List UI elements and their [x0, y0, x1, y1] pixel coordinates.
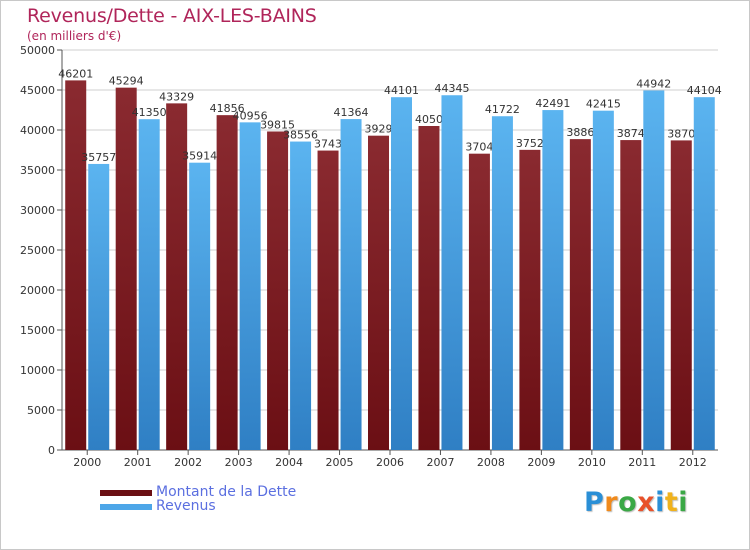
bar-revenue: [592, 110, 614, 451]
data-label-revenue: 41722: [485, 103, 520, 116]
bar-revenue: [491, 116, 513, 450]
data-label-debt: 3743: [314, 138, 342, 151]
data-label-revenue: 44104: [687, 84, 722, 97]
x-tick-label: 2012: [679, 456, 707, 469]
y-tick-label: 0: [48, 444, 55, 457]
y-tick-label: 5000: [27, 404, 55, 417]
bar-revenue: [189, 162, 211, 451]
bar-debt: [569, 139, 591, 450]
bar-chart: 0 5000 10000 15000 20000 25000 30000 35000 40000…: [20, 44, 722, 469]
data-label-revenue: 44942: [636, 77, 671, 90]
data-label-debt: 3704: [465, 141, 493, 154]
data-label-revenue: 44345: [434, 82, 469, 95]
legend-swatch-debt: [100, 490, 152, 496]
y-tick-label: 15000: [20, 324, 55, 337]
bar-revenue: [88, 163, 110, 450]
y-tick-label: 45000: [20, 84, 55, 97]
x-tick-label: 2008: [477, 456, 505, 469]
bar-debt: [166, 103, 188, 451]
x-tick-label: 2009: [527, 456, 555, 469]
bar-debt: [216, 115, 238, 450]
bar-debt: [519, 149, 541, 450]
bar-revenue: [340, 119, 362, 450]
data-label-debt: 3929: [365, 123, 393, 136]
data-label-revenue: 40956: [233, 109, 268, 122]
x-tick-label: 2005: [326, 456, 354, 469]
brand-letter: P: [584, 487, 605, 518]
x-tick-label: 2006: [376, 456, 404, 469]
brand-letter: t: [664, 487, 679, 518]
y-tick-label: 25000: [20, 244, 55, 257]
y-tick-label: 40000: [20, 124, 55, 137]
bar-revenue: [290, 141, 312, 450]
x-tick-label: 2010: [578, 456, 606, 469]
bar-revenue: [643, 90, 665, 451]
bar-revenue: [441, 95, 463, 451]
brand-logo: Proxiti: [584, 487, 688, 518]
chart-title: Revenus/Dette - AIX-LES-BAINS: [27, 5, 317, 27]
brand-letter: x: [637, 487, 656, 518]
y-tick-label: 10000: [20, 364, 55, 377]
bar-debt: [368, 135, 389, 450]
chart-subtitle: (en milliers d'€): [27, 29, 122, 43]
brand-letter: r: [604, 487, 619, 518]
x-tick-label: 2007: [426, 456, 454, 469]
data-label-revenue: 44101: [384, 84, 419, 97]
bar-debt: [620, 140, 642, 450]
data-label-debt: 3752: [516, 137, 544, 150]
bar-debt: [115, 87, 137, 450]
brand-letter: i: [678, 487, 689, 518]
brand-letter: i: [655, 487, 665, 518]
data-label-debt: 43329: [159, 90, 194, 103]
bar-revenue: [542, 110, 564, 451]
data-label-debt: 3886: [566, 126, 594, 139]
bar-revenue: [138, 119, 160, 450]
data-label-revenue: 42491: [535, 97, 570, 110]
x-tick-label: 2011: [628, 456, 656, 469]
data-label-debt: 3870: [667, 127, 695, 140]
data-label-debt: 41856: [210, 102, 245, 115]
y-tick-label: 35000: [20, 164, 55, 177]
x-tick-label: 2000: [73, 456, 101, 469]
data-label-debt: 39815: [260, 118, 295, 131]
data-label-debt: 46201: [58, 67, 93, 80]
bar-debt: [65, 80, 87, 450]
bar-debt: [267, 131, 289, 451]
bar-debt: [317, 150, 339, 450]
data-label-revenue: 35914: [182, 150, 217, 163]
bar-debt: [670, 140, 692, 450]
data-label-debt: 4050: [415, 113, 443, 126]
data-label-revenue: 41350: [132, 106, 167, 119]
x-tick-label: 2003: [225, 456, 253, 469]
y-tick-label: 30000: [20, 204, 55, 217]
legend-swatch-revenue: [100, 504, 152, 510]
y-tick-label: 50000: [20, 44, 55, 57]
brand-letter: o: [618, 487, 638, 518]
data-label-revenue: 35757: [81, 151, 116, 164]
bar-revenue: [693, 97, 715, 450]
data-label-revenue: 38556: [283, 129, 318, 142]
x-tick-label: 2004: [275, 456, 303, 469]
bar-debt: [418, 126, 440, 450]
x-tick-label: 2001: [124, 456, 152, 469]
data-label-revenue: 42415: [586, 98, 621, 111]
bar-revenue: [239, 122, 261, 451]
y-tick-label: 20000: [20, 284, 55, 297]
bar-revenue: [391, 97, 412, 450]
data-label-revenue: 41364: [334, 106, 369, 119]
data-label-debt: 45294: [109, 75, 144, 88]
legend-label-revenue: Revenus: [156, 498, 216, 514]
legend-label-debt: Montant de la Dette: [156, 484, 297, 500]
bar-debt: [468, 153, 490, 450]
x-tick-label: 2002: [174, 456, 202, 469]
data-label-debt: 3874: [617, 127, 645, 140]
